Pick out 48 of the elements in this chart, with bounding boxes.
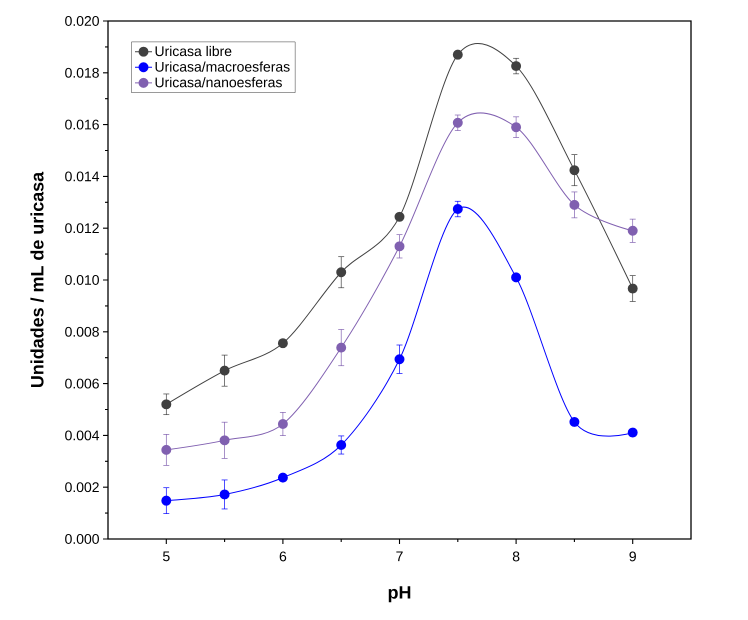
point — [220, 366, 230, 376]
y-axis-title: Unidades / mL de uricasa — [30, 172, 44, 388]
point — [278, 338, 288, 348]
y-tick-label: 0.004 — [65, 430, 100, 440]
x-tick-label: 5 — [162, 552, 170, 562]
point — [569, 165, 580, 176]
point — [220, 435, 230, 446]
point — [511, 61, 522, 72]
y-tick-label: 0.018 — [65, 68, 99, 78]
y-tick-label: 0.002 — [65, 482, 99, 492]
y-tick-label: 0.012 — [65, 223, 99, 234]
point — [161, 496, 172, 506]
x-tick-label: 8 — [512, 551, 520, 562]
point — [569, 416, 580, 427]
x-axis-title: pH — [388, 586, 410, 602]
point — [569, 200, 580, 210]
point — [628, 284, 638, 294]
legend-label: Uricasa/nanoesferas — [156, 77, 282, 88]
y-tick-label: 0.014 — [65, 171, 100, 182]
y-tick-label: 0.016 — [65, 120, 99, 130]
point — [394, 241, 404, 252]
y-tick-label: 0.000 — [65, 534, 99, 544]
point — [161, 444, 172, 455]
point — [452, 118, 463, 128]
point — [161, 399, 172, 410]
point — [452, 50, 463, 60]
x-tick-label: 9 — [629, 551, 636, 562]
point — [511, 122, 522, 132]
y-tick-label: 0.010 — [65, 275, 99, 285]
point — [336, 342, 346, 353]
legend-label: Uricasa libre — [156, 46, 232, 56]
y-tick-label: 0.008 — [65, 326, 99, 337]
y-tick-label: 0.006 — [65, 378, 99, 389]
point — [511, 272, 522, 282]
point — [336, 267, 346, 278]
point — [278, 472, 288, 483]
x-tick-label: 6 — [280, 551, 286, 562]
point — [628, 428, 638, 438]
point — [220, 489, 230, 500]
x-tick-label: 7 — [396, 552, 403, 562]
y-tick-label: 0.020 — [65, 16, 99, 26]
point — [452, 204, 463, 214]
point — [336, 440, 346, 450]
point — [628, 226, 638, 236]
point — [394, 354, 404, 364]
point — [278, 419, 288, 429]
legend-label: Uricasa/macroesferas — [156, 61, 290, 72]
point — [394, 212, 404, 222]
